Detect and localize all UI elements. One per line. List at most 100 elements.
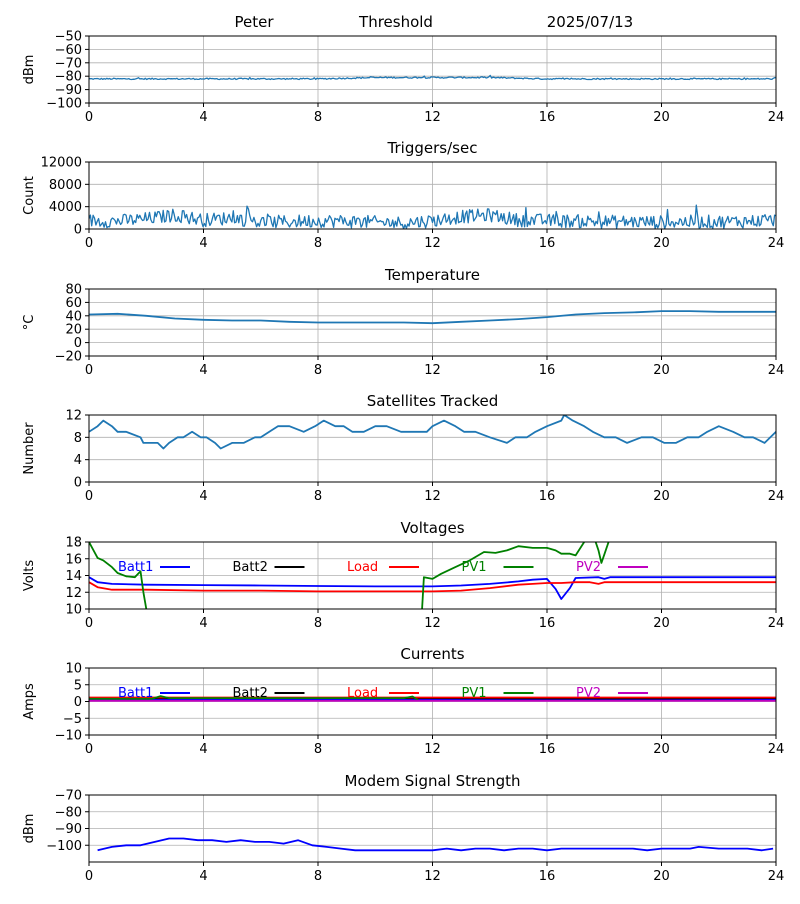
y-axis-label: °C — [22, 315, 37, 331]
legend-label: PV1 — [462, 686, 487, 701]
x-tick-label: 20 — [653, 363, 670, 378]
x-tick-label: 8 — [314, 869, 322, 884]
y-tick-label: −90 — [55, 822, 82, 837]
header-station: Peter — [234, 13, 274, 31]
x-tick-label: 24 — [768, 236, 785, 251]
x-tick-label: 12 — [424, 110, 441, 125]
y-tick-label: 4000 — [49, 200, 82, 215]
x-tick-label: 0 — [85, 742, 93, 757]
x-tick-label: 0 — [85, 110, 93, 125]
y-tick-label: −20 — [55, 350, 82, 365]
x-tick-label: 24 — [768, 742, 785, 757]
chart-title: Modem Signal Strength — [345, 772, 521, 790]
y-tick-label: −70 — [55, 789, 82, 804]
x-tick-label: 0 — [85, 489, 93, 504]
y-axis-label: Number — [22, 422, 37, 475]
x-tick-label: 20 — [653, 869, 670, 884]
x-tick-label: 12 — [424, 616, 441, 631]
x-tick-label: 12 — [424, 236, 441, 251]
y-tick-label: −90 — [55, 83, 82, 98]
y-tick-label: 12 — [65, 409, 82, 424]
x-tick-label: 4 — [199, 616, 207, 631]
y-axis-label: Count — [22, 176, 37, 215]
y-tick-label: 40 — [65, 309, 82, 324]
y-tick-label: −100 — [46, 97, 82, 112]
x-tick-label: 4 — [199, 869, 207, 884]
y-tick-label: 16 — [65, 552, 82, 567]
y-tick-label: 0 — [74, 476, 82, 491]
y-tick-label: −70 — [55, 56, 82, 71]
x-tick-label: 20 — [653, 236, 670, 251]
x-tick-label: 24 — [768, 363, 785, 378]
x-tick-label: 16 — [539, 869, 556, 884]
y-tick-label: 8 — [74, 431, 82, 446]
x-tick-label: 0 — [85, 236, 93, 251]
y-tick-label: 14 — [65, 569, 82, 584]
x-tick-label: 8 — [314, 236, 322, 251]
x-tick-label: 12 — [424, 869, 441, 884]
x-tick-label: 16 — [539, 110, 556, 125]
y-axis-label: dBm — [22, 55, 37, 85]
y-tick-label: −5 — [63, 712, 82, 727]
y-tick-label: −80 — [55, 70, 82, 85]
chart-title: Temperature — [384, 266, 480, 284]
x-tick-label: 16 — [539, 363, 556, 378]
legend-label: PV1 — [462, 560, 487, 575]
y-tick-label: −80 — [55, 805, 82, 820]
legend-label: PV2 — [576, 686, 601, 701]
chart-title: Triggers/sec — [387, 139, 478, 157]
x-tick-label: 0 — [85, 616, 93, 631]
y-tick-label: 10 — [65, 662, 82, 677]
y-tick-label: 80 — [65, 283, 82, 298]
x-tick-label: 16 — [539, 489, 556, 504]
x-tick-label: 8 — [314, 489, 322, 504]
y-tick-label: 18 — [65, 536, 82, 551]
x-tick-label: 8 — [314, 110, 322, 125]
y-tick-label: 20 — [65, 323, 82, 338]
x-tick-label: 24 — [768, 869, 785, 884]
x-tick-label: 4 — [199, 110, 207, 125]
chart-title: Satellites Tracked — [367, 392, 498, 410]
y-tick-label: 60 — [65, 296, 82, 311]
y-tick-label: −50 — [55, 30, 82, 45]
x-tick-label: 12 — [424, 363, 441, 378]
legend-label: PV2 — [576, 560, 601, 575]
y-tick-label: 4 — [74, 453, 82, 468]
x-tick-label: 12 — [424, 489, 441, 504]
legend-label: Load — [347, 560, 378, 575]
y-tick-label: −100 — [46, 839, 82, 854]
x-tick-label: 4 — [199, 363, 207, 378]
y-tick-label: 12000 — [41, 156, 82, 171]
y-tick-label: 0 — [74, 695, 82, 710]
legend-label: Batt2 — [233, 686, 268, 701]
y-tick-label: 8000 — [49, 178, 82, 193]
x-tick-label: 0 — [85, 869, 93, 884]
x-tick-label: 8 — [314, 742, 322, 757]
legend-label: Batt2 — [233, 560, 268, 575]
y-tick-label: 5 — [74, 678, 82, 693]
x-tick-label: 8 — [314, 616, 322, 631]
y-tick-label: −60 — [55, 43, 82, 58]
x-tick-label: 12 — [424, 742, 441, 757]
y-tick-label: 0 — [74, 336, 82, 351]
legend-label: Batt1 — [118, 560, 153, 575]
y-axis-label: Volts — [22, 560, 37, 592]
chart-title: Voltages — [400, 519, 464, 537]
x-tick-label: 8 — [314, 363, 322, 378]
x-tick-label: 0 — [85, 363, 93, 378]
y-tick-label: 0 — [74, 223, 82, 238]
x-tick-label: 24 — [768, 489, 785, 504]
x-tick-label: 16 — [539, 236, 556, 251]
header-date: 2025/07/13 — [547, 13, 633, 31]
x-tick-label: 16 — [539, 616, 556, 631]
y-tick-label: 12 — [65, 586, 82, 601]
x-tick-label: 20 — [653, 742, 670, 757]
x-tick-label: 4 — [199, 742, 207, 757]
legend-label: Batt1 — [118, 686, 153, 701]
x-tick-label: 24 — [768, 110, 785, 125]
header-mode: Threshold — [358, 13, 433, 31]
y-axis-label: Amps — [22, 683, 37, 720]
y-axis-label: dBm — [22, 814, 37, 844]
x-tick-label: 4 — [199, 236, 207, 251]
